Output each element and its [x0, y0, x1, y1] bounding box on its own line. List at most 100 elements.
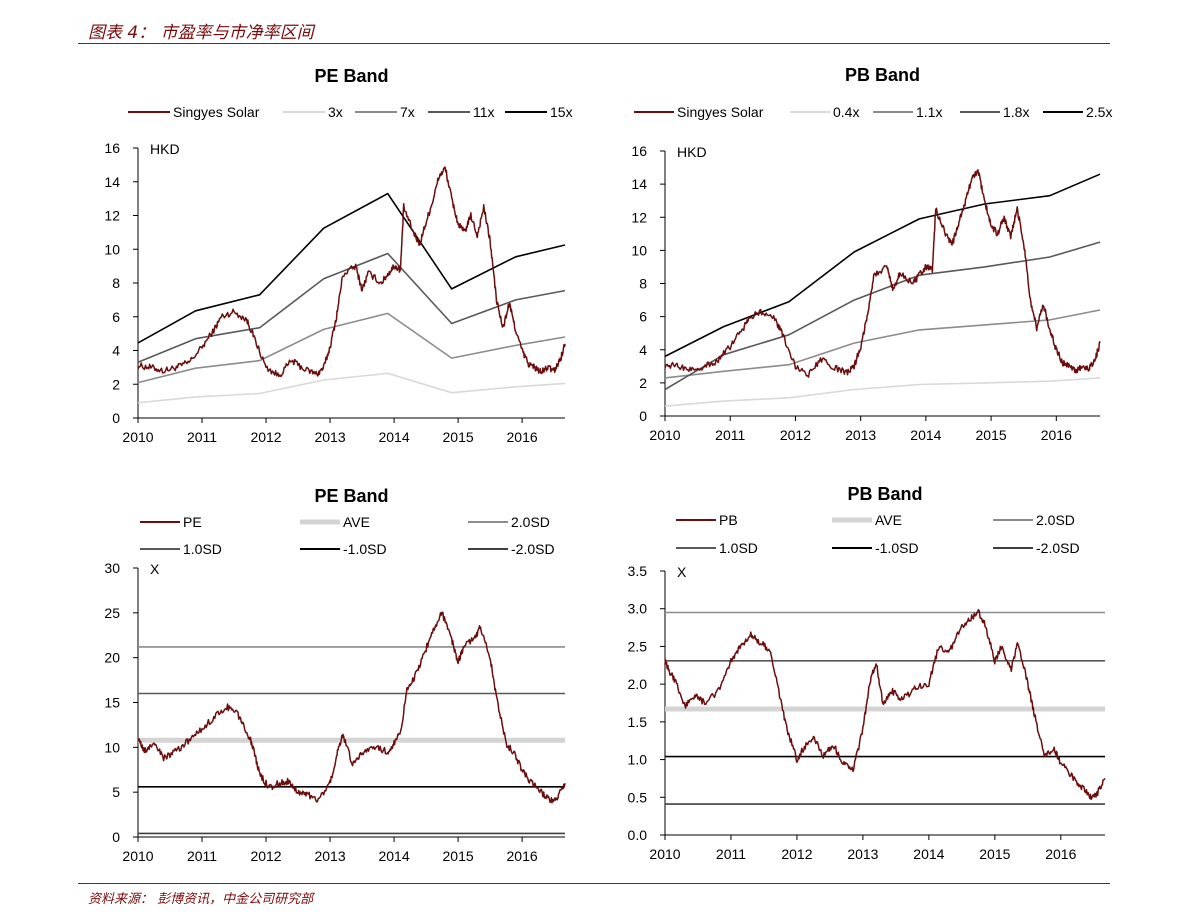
y-tick-label: 2 — [639, 375, 647, 391]
x-tick-label: 2015 — [443, 429, 474, 445]
y-tick-label: 0 — [112, 829, 120, 845]
legend-label: Singyes Solar — [173, 104, 260, 120]
y-tick-label: 5 — [112, 784, 120, 800]
x-tick-label: 2011 — [716, 846, 746, 862]
y-tick-label: 4 — [639, 342, 647, 358]
y-tick-label: 20 — [104, 650, 120, 666]
series-line-singyessolar — [664, 169, 1101, 378]
chart-title: PE Band — [314, 486, 388, 506]
chart-title: PE Band — [314, 66, 388, 86]
y-tick-label: 16 — [631, 143, 647, 159]
legend-label: PB — [719, 512, 738, 528]
y-axis-unit: HKD — [150, 141, 180, 157]
y-tick-label: 25 — [104, 605, 120, 621]
y-tick-label: 10 — [104, 739, 120, 755]
chart-title: PB Band — [845, 65, 920, 85]
x-tick-label: 2011 — [715, 427, 745, 443]
chart-title: PB Band — [847, 484, 922, 504]
legend-label: 1.8x — [1003, 104, 1029, 120]
series-line-15x — [137, 192, 566, 344]
y-tick-label: 4 — [112, 343, 120, 359]
source-note: 资料来源： 彭博资讯，中金公司研究部 — [88, 892, 314, 907]
legend-label: 2.0SD — [1036, 512, 1075, 528]
series-line-2.5x — [664, 173, 1101, 358]
series-line-7x — [137, 312, 566, 384]
x-tick-label: 2010 — [122, 848, 153, 864]
legend-label: 2.5x — [1086, 104, 1112, 120]
y-tick-label: 0 — [639, 408, 647, 424]
legend-label: 11x — [473, 104, 495, 120]
y-tick-label: 3.0 — [628, 601, 648, 617]
legend-label: AVE — [875, 512, 902, 528]
x-tick-label: 2012 — [780, 427, 811, 443]
y-tick-label: 8 — [639, 276, 647, 292]
x-tick-label: 2012 — [250, 848, 281, 864]
legend-label: 7x — [400, 104, 415, 120]
x-tick-label: 2016 — [1041, 427, 1072, 443]
legend-label: AVE — [343, 514, 370, 530]
legend-label: -1.0SD — [343, 541, 387, 557]
x-tick-label: 2014 — [378, 429, 409, 445]
x-tick-label: 2014 — [910, 427, 941, 443]
y-tick-label: 0 — [112, 410, 120, 426]
x-tick-label: 2015 — [443, 848, 474, 864]
series-line-3x — [137, 372, 566, 404]
x-tick-label: 2015 — [976, 427, 1007, 443]
legend-label: -2.0SD — [1036, 540, 1080, 556]
x-tick-label: 2014 — [378, 848, 409, 864]
y-axis-unit: X — [150, 561, 160, 577]
y-tick-label: 3.5 — [628, 563, 648, 579]
legend-label: 1.0SD — [719, 540, 758, 556]
x-tick-label: 2015 — [979, 846, 1010, 862]
y-tick-label: 0.0 — [628, 827, 648, 843]
series-line-pe — [137, 611, 566, 804]
legend-label: PE — [183, 514, 202, 530]
x-tick-label: 2012 — [781, 846, 812, 862]
x-tick-label: 2010 — [649, 846, 680, 862]
y-tick-label: 6 — [112, 309, 120, 325]
y-axis-unit: X — [677, 564, 687, 580]
legend-label: 0.4x — [833, 104, 859, 120]
y-tick-label: 14 — [631, 176, 647, 192]
series-line-1.8x — [664, 241, 1101, 391]
y-tick-label: 2.5 — [628, 638, 648, 654]
y-tick-label: 16 — [104, 140, 120, 156]
figure-title: 图表 4： 市盈率与市净率区间 — [88, 23, 314, 43]
y-tick-label: 15 — [104, 695, 120, 711]
x-tick-label: 2010 — [122, 429, 153, 445]
x-tick-label: 2013 — [314, 848, 345, 864]
legend-label: 15x — [550, 104, 573, 120]
x-tick-label: 2016 — [507, 848, 538, 864]
y-tick-label: 14 — [104, 174, 120, 190]
x-tick-label: 2013 — [314, 429, 345, 445]
x-tick-label: 2013 — [847, 846, 878, 862]
legend-label: -2.0SD — [511, 541, 555, 557]
series-line-0.4x — [664, 377, 1101, 407]
y-tick-label: 30 — [104, 560, 120, 576]
x-tick-label: 2012 — [250, 429, 281, 445]
y-axis-unit: HKD — [677, 144, 707, 160]
top-divider — [78, 43, 1110, 44]
y-tick-label: 6 — [639, 309, 647, 325]
legend-label: -1.0SD — [875, 540, 919, 556]
y-tick-label: 2 — [112, 376, 120, 392]
x-tick-label: 2011 — [187, 848, 217, 864]
y-tick-label: 8 — [112, 275, 120, 291]
x-tick-label: 2011 — [187, 429, 217, 445]
y-tick-label: 12 — [104, 208, 120, 224]
x-tick-label: 2013 — [845, 427, 876, 443]
y-tick-label: 10 — [631, 242, 647, 258]
legend-label: 1.0SD — [183, 541, 222, 557]
x-tick-label: 2016 — [507, 429, 538, 445]
x-tick-label: 2014 — [913, 846, 944, 862]
series-line-pb — [664, 608, 1106, 801]
legend-label: 2.0SD — [511, 514, 550, 530]
series-line-singyessolar — [137, 166, 566, 378]
y-tick-label: 10 — [104, 241, 120, 257]
bottom-divider — [78, 883, 1110, 884]
y-tick-label: 1.0 — [628, 752, 648, 768]
